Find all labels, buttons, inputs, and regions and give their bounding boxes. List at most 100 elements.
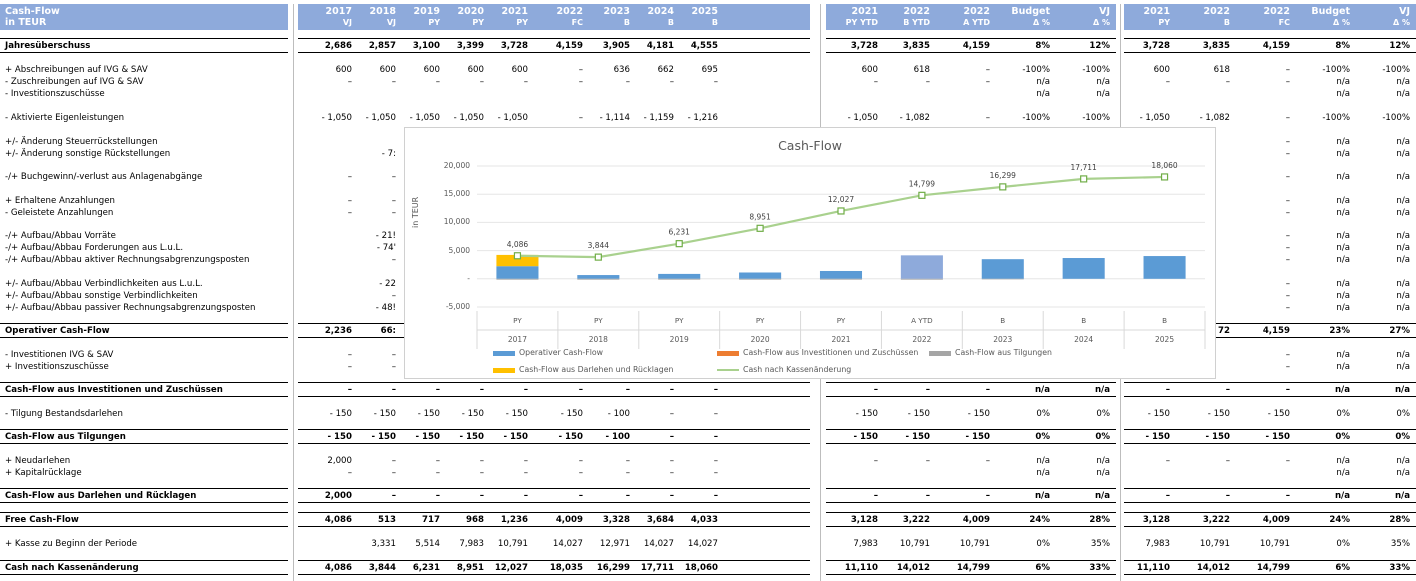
value-cell[interactable]: – xyxy=(713,432,718,442)
value-cell[interactable]: 2,000 xyxy=(324,491,352,501)
value-cell[interactable]: - 1,050 xyxy=(321,113,352,123)
value-cell[interactable]: n/a xyxy=(1396,255,1410,265)
value-cell[interactable]: 28% xyxy=(1089,515,1110,525)
value-cell[interactable]: 3,728 xyxy=(500,41,528,51)
value-cell[interactable]: – xyxy=(391,196,396,206)
value-cell[interactable]: – xyxy=(713,385,718,395)
value-cell[interactable]: – xyxy=(713,456,718,466)
value-cell[interactable]: – xyxy=(479,491,484,501)
value-cell[interactable]: 3,128 xyxy=(1142,515,1170,525)
value-cell[interactable]: 3,328 xyxy=(602,515,630,525)
value-cell[interactable]: – xyxy=(578,468,583,478)
value-cell[interactable]: -100% xyxy=(1382,65,1410,75)
value-cell[interactable]: 0% xyxy=(1335,432,1350,442)
value-cell[interactable]: – xyxy=(479,468,484,478)
column-header[interactable]: 2022 FC xyxy=(1240,4,1290,30)
value-cell[interactable]: – xyxy=(1285,350,1290,360)
value-cell[interactable]: 4,159 xyxy=(1262,326,1290,336)
value-cell[interactable]: n/a xyxy=(1096,456,1110,466)
value-cell[interactable]: 0% xyxy=(1336,539,1350,549)
value-cell[interactable]: 0% xyxy=(1395,432,1410,442)
value-cell[interactable]: n/a xyxy=(1396,149,1410,159)
value-cell[interactable]: – xyxy=(435,491,440,501)
value-cell[interactable]: 4,086 xyxy=(324,515,352,525)
value-cell[interactable]: 12,027 xyxy=(494,563,528,573)
value-cell[interactable]: 4,009 xyxy=(555,515,583,525)
value-cell[interactable]: - 150 xyxy=(1145,432,1171,442)
value-cell[interactable]: – xyxy=(985,77,990,87)
value-cell[interactable]: 24% xyxy=(1029,515,1050,525)
value-cell[interactable]: 3,905 xyxy=(602,41,630,51)
value-cell[interactable]: 14,799 xyxy=(956,563,990,573)
value-cell[interactable]: - 150 xyxy=(1265,432,1291,442)
value-cell[interactable]: – xyxy=(925,77,930,87)
value-cell[interactable]: n/a xyxy=(1334,385,1350,395)
value-cell[interactable]: 10,791 xyxy=(1259,539,1290,549)
value-cell[interactable]: – xyxy=(1285,172,1290,182)
value-cell[interactable]: - 150 xyxy=(329,409,352,419)
value-cell[interactable]: - 150 xyxy=(1267,409,1290,419)
value-cell[interactable]: 717 xyxy=(422,515,440,525)
value-cell[interactable]: – xyxy=(713,409,718,419)
column-header[interactable]: 2022 B xyxy=(1180,4,1230,30)
value-cell[interactable]: 968 xyxy=(466,515,484,525)
column-header[interactable]: VJ Δ % xyxy=(1060,4,1110,30)
legend-item[interactable]: Cash-Flow aus Investitionen und Zuschüss… xyxy=(717,348,918,357)
value-cell[interactable]: 618 xyxy=(913,65,930,75)
value-cell[interactable]: 513 xyxy=(378,515,396,525)
column-header[interactable]: 2018 VJ xyxy=(346,4,396,30)
value-cell[interactable]: – xyxy=(1285,255,1290,265)
value-cell[interactable]: n/a xyxy=(1396,291,1410,301)
value-cell[interactable]: – xyxy=(435,456,440,466)
value-cell[interactable]: – xyxy=(578,456,583,466)
value-cell[interactable]: – xyxy=(347,172,352,182)
value-cell[interactable]: – xyxy=(1285,385,1290,395)
value-cell[interactable]: – xyxy=(1285,243,1290,253)
value-cell[interactable]: 14,027 xyxy=(643,539,674,549)
value-cell[interactable]: 3,835 xyxy=(1202,41,1230,51)
value-cell[interactable]: 6,231 xyxy=(412,563,440,573)
value-cell[interactable]: – xyxy=(479,385,484,395)
value-cell[interactable]: 0% xyxy=(1035,432,1050,442)
column-header[interactable]: 2017 VJ xyxy=(302,4,352,30)
value-cell[interactable]: n/a xyxy=(1336,468,1350,478)
value-cell[interactable]: - 150 xyxy=(417,409,440,419)
value-cell[interactable]: n/a xyxy=(1336,89,1350,99)
value-cell[interactable]: – xyxy=(669,491,674,501)
value-cell[interactable]: - 150 xyxy=(907,409,930,419)
value-cell[interactable]: – xyxy=(391,491,396,501)
value-cell[interactable]: 0% xyxy=(1036,409,1050,419)
value-cell[interactable]: – xyxy=(1285,303,1290,313)
value-cell[interactable]: n/a xyxy=(1336,149,1350,159)
value-cell[interactable]: - 150 xyxy=(558,432,584,442)
value-cell[interactable]: 695 xyxy=(701,65,718,75)
value-cell[interactable]: n/a xyxy=(1396,196,1410,206)
value-cell[interactable]: - 150 xyxy=(560,409,583,419)
value-cell[interactable]: - 48! xyxy=(375,303,396,313)
value-cell[interactable]: 600 xyxy=(335,65,352,75)
value-cell[interactable]: 24% xyxy=(1329,515,1350,525)
value-cell[interactable]: – xyxy=(669,432,674,442)
value-cell[interactable]: – xyxy=(523,491,528,501)
value-cell[interactable]: – xyxy=(391,456,396,466)
value-cell[interactable]: n/a xyxy=(1336,291,1350,301)
value-cell[interactable]: 17,711 xyxy=(640,563,674,573)
value-cell[interactable]: 3,844 xyxy=(368,563,396,573)
value-cell[interactable]: 35% xyxy=(1390,539,1410,549)
value-cell[interactable]: – xyxy=(435,77,440,87)
value-cell[interactable]: – xyxy=(347,350,352,360)
value-cell[interactable]: n/a xyxy=(1394,385,1410,395)
legend-item[interactable]: Operativer Cash-Flow xyxy=(493,348,603,357)
value-cell[interactable]: 2,686 xyxy=(324,41,352,51)
value-cell[interactable]: – xyxy=(925,456,930,466)
value-cell[interactable]: - 21! xyxy=(375,231,396,241)
value-cell[interactable]: n/a xyxy=(1094,491,1110,501)
value-cell[interactable]: – xyxy=(985,385,990,395)
value-cell[interactable]: n/a xyxy=(1034,491,1050,501)
value-cell[interactable]: – xyxy=(1285,491,1290,501)
value-cell[interactable]: -100% xyxy=(1322,113,1350,123)
value-cell[interactable]: – xyxy=(1165,491,1170,501)
value-cell[interactable]: – xyxy=(578,113,583,123)
value-cell[interactable]: 28% xyxy=(1389,515,1410,525)
value-cell[interactable]: 0% xyxy=(1336,409,1350,419)
